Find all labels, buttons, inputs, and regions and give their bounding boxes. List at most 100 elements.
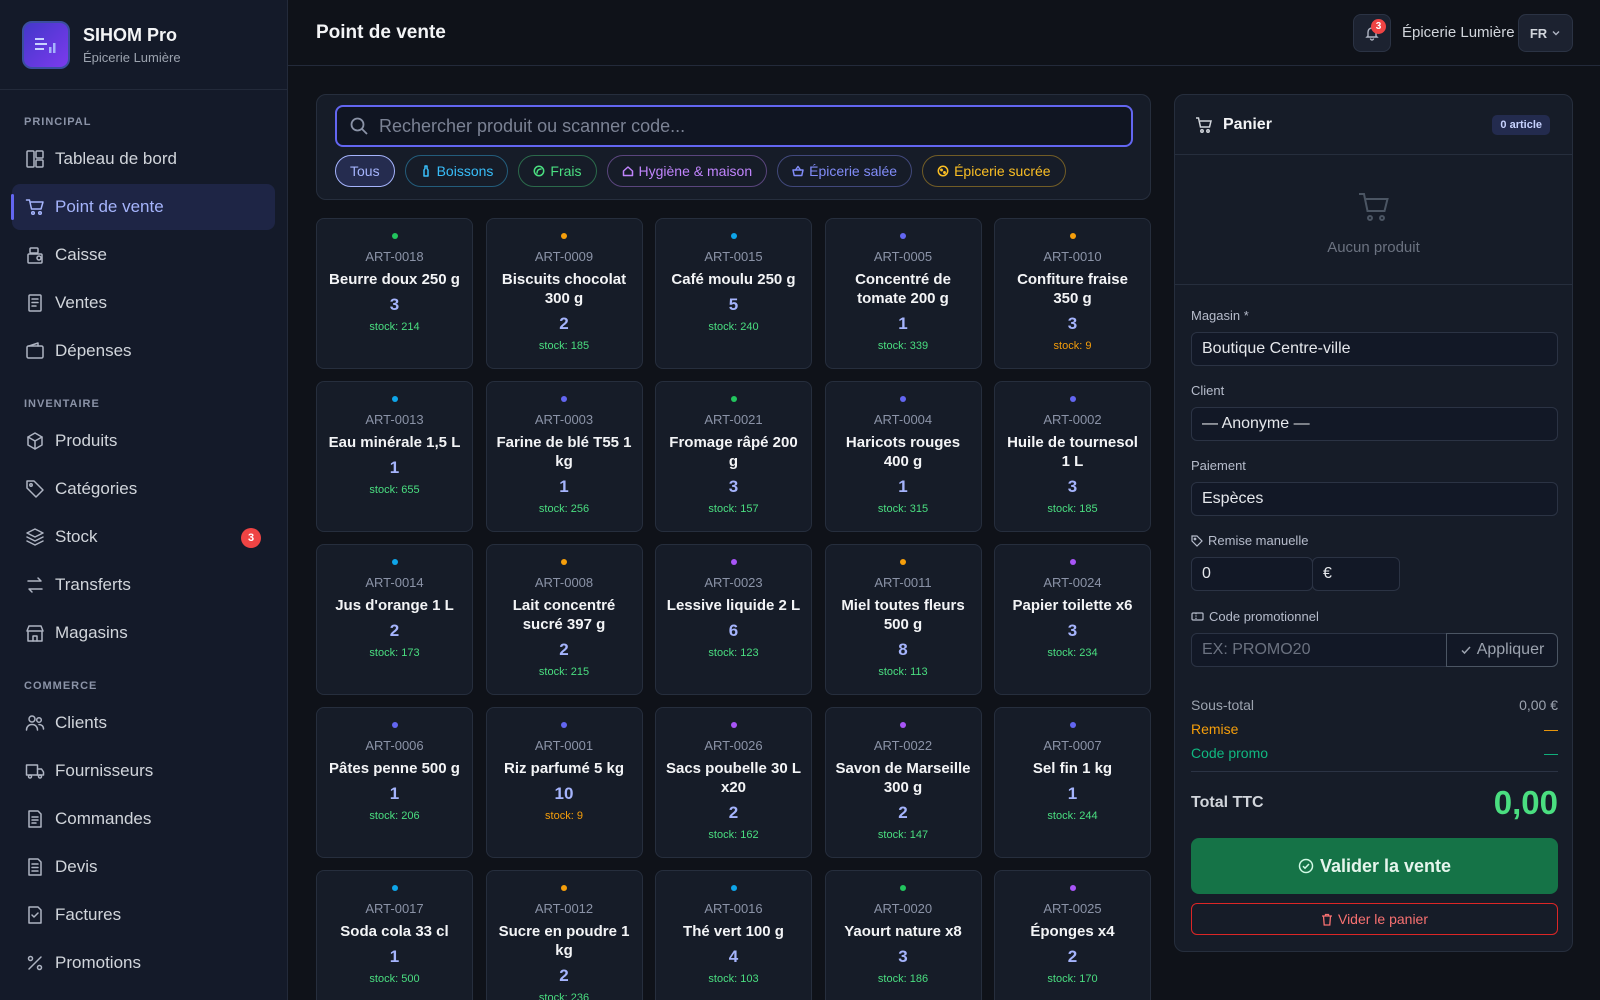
product-card[interactable]: ART-0009 Biscuits chocolat 300 g 2 stock: 1… xyxy=(485,218,643,369)
sidebar-item-factures[interactable]: Factures xyxy=(12,892,275,938)
search-icon xyxy=(349,116,369,136)
discount-input[interactable]: 0 xyxy=(1191,557,1313,591)
product-price: 2 xyxy=(898,803,908,822)
quote-icon xyxy=(25,857,45,877)
sidebar-item-depenses[interactable]: Dépenses xyxy=(12,328,275,374)
sidebar-item-fournisseurs[interactable]: Fournisseurs xyxy=(12,748,275,794)
search-input[interactable] xyxy=(379,115,1119,137)
client-label: Client xyxy=(1191,383,1225,398)
sidebar-item-ventes[interactable]: Ventes xyxy=(12,280,275,326)
product-name: Sacs poubelle 30 L x20 xyxy=(665,760,802,796)
category-chip[interactable]: Tous xyxy=(335,155,395,187)
category-chip[interactable]: Frais xyxy=(518,155,597,187)
sidebar-item-label: Fournisseurs xyxy=(55,761,154,780)
category-dot xyxy=(391,885,398,891)
receipt-icon xyxy=(25,293,45,313)
category-chip[interactable]: Épicerie salée xyxy=(777,155,913,187)
sidebar-item-label: Clients xyxy=(55,713,107,732)
promo-code-input[interactable]: EX: PROMO20 xyxy=(1191,633,1447,667)
product-price: 8 xyxy=(898,640,908,659)
sidebar-item-point-de-vente[interactable]: Point de vente xyxy=(11,184,275,230)
product-card[interactable]: ART-0008 Lait concentré sucré 397 g 2 stock… xyxy=(485,544,643,695)
header-store-name[interactable]: Épicerie Lumière xyxy=(1402,24,1515,41)
product-stock: stock: 9 xyxy=(1053,340,1092,352)
product-card[interactable]: ART-0013 Eau minérale 1,5 L 1 stock: 655 xyxy=(316,381,473,532)
nav-section-title: INVENTAIRE xyxy=(24,398,100,410)
category-dot xyxy=(730,396,737,402)
sidebar-item-stock[interactable]: Stock 3 xyxy=(12,514,275,560)
product-stock: stock: 186 xyxy=(877,973,929,985)
category-chip[interactable]: Épicerie sucrée xyxy=(922,155,1066,187)
discount-unit-select[interactable]: € xyxy=(1312,557,1400,591)
product-card[interactable]: ART-0011 Miel toutes fleurs 500 g 8 stock: … xyxy=(824,544,982,695)
product-card[interactable]: ART-0016 Thé vert 100 g 4 stock: 103 xyxy=(655,870,812,1000)
language-select[interactable]: FR xyxy=(1518,14,1573,52)
sidebar-item-devis[interactable]: Devis xyxy=(12,844,275,890)
product-stock: stock: 113 xyxy=(878,666,928,678)
product-sku: ART-0001 xyxy=(534,738,594,753)
product-card[interactable]: ART-0010 Confiture fraise 350 g 3 stock: 9 xyxy=(994,218,1151,369)
product-card[interactable]: ART-0014 Jus d'orange 1 L 2 stock: 173 xyxy=(316,544,473,695)
product-card[interactable]: ART-0015 Café moulu 250 g 5 stock: 240 xyxy=(655,218,812,369)
product-card[interactable]: ART-0012 Sucre en poudre 1 kg 2 stock: 236 xyxy=(485,870,643,1000)
product-card[interactable]: ART-0021 Fromage râpé 200 g 3 stock: 157 xyxy=(655,381,812,532)
validate-sale-button[interactable]: Valider la vente xyxy=(1191,838,1558,894)
category-chip-label: Épicerie salée xyxy=(809,163,898,179)
category-dot xyxy=(391,396,398,402)
product-card[interactable]: ART-0024 Papier toilette x6 3 stock: 234 xyxy=(994,544,1151,695)
product-stock: stock: 256 xyxy=(538,503,590,515)
product-sku: ART-0011 xyxy=(874,575,932,590)
chevron-down-icon xyxy=(1551,28,1561,38)
product-card[interactable]: ART-0025 Éponges x4 2 stock: 170 xyxy=(994,870,1151,1000)
wallet-icon xyxy=(25,341,45,361)
sidebar-item-transferts[interactable]: Transferts xyxy=(12,562,275,608)
product-price: 4 xyxy=(728,947,739,966)
product-card[interactable]: ART-0023 Lessive liquide 2 L 6 stock: 123 xyxy=(655,544,812,695)
remise-value: — xyxy=(1544,721,1558,737)
sidebar-item-caisse[interactable]: Caisse xyxy=(12,232,275,278)
category-dot xyxy=(1069,559,1076,565)
cart-empty-text: Aucun produit xyxy=(1327,239,1420,256)
sidebar-item-label: Factures xyxy=(55,905,122,924)
category-chip[interactable]: Hygiène & maison xyxy=(606,155,768,187)
product-card[interactable]: ART-0020 Yaourt nature x8 3 stock: 186 xyxy=(824,870,982,1000)
app-logo-icon[interactable] xyxy=(22,20,70,69)
sidebar-item-magasins[interactable]: Magasins xyxy=(12,610,275,656)
payment-select[interactable]: Espèces xyxy=(1191,482,1558,516)
product-card[interactable]: ART-0006 Pâtes penne 500 g 1 stock: 206 xyxy=(316,707,473,858)
product-card[interactable]: ART-0002 Huile de tournesol 1 L 3 stock: 18… xyxy=(994,381,1151,532)
dashboard-icon xyxy=(25,149,45,169)
sidebar-item-commandes[interactable]: Commandes xyxy=(12,796,275,842)
notifications-button[interactable]: 3 xyxy=(1353,14,1391,52)
product-card[interactable]: ART-0005 Concentré de tomate 200 g 1 stock:… xyxy=(824,218,982,369)
clear-cart-button[interactable]: Vider le panier xyxy=(1191,903,1558,935)
search-box[interactable] xyxy=(335,105,1133,147)
product-price: 3 xyxy=(1067,477,1078,496)
category-dot xyxy=(1069,722,1076,728)
tag-icon xyxy=(1191,534,1203,547)
product-card[interactable]: ART-0007 Sel fin 1 kg 1 stock: 244 xyxy=(994,707,1151,858)
apply-promo-button[interactable]: Appliquer xyxy=(1446,633,1558,667)
category-chip[interactable]: Boissons xyxy=(404,155,509,187)
product-name: Confiture fraise 350 g xyxy=(1017,271,1128,307)
product-sku: ART-0006 xyxy=(365,738,424,753)
sidebar-item-promotions[interactable]: Promotions xyxy=(12,940,275,986)
product-card[interactable]: ART-0017 Soda cola 33 cl 1 stock: 500 xyxy=(316,870,473,1000)
sidebar-item-tableau-de-bord[interactable]: Tableau de bord xyxy=(12,136,275,182)
product-stock: stock: 214 xyxy=(369,321,420,333)
product-card[interactable]: ART-0004 Haricots rouges 400 g 1 stock: 315 xyxy=(824,381,982,532)
sidebar-item-clients[interactable]: Clients xyxy=(12,700,275,746)
product-card[interactable]: ART-0026 Sacs poubelle 30 L x20 2 stock: 16… xyxy=(655,707,812,858)
cash-register-icon xyxy=(25,245,45,265)
sidebar-item-label: Stock xyxy=(55,527,98,546)
store-select[interactable]: Boutique Centre-ville xyxy=(1191,332,1558,366)
sidebar-item-produits[interactable]: Produits xyxy=(12,418,275,464)
product-name: Haricots rouges 400 g xyxy=(845,434,961,470)
product-card[interactable]: ART-0001 Riz parfumé 5 kg 10 stock: 9 xyxy=(485,707,643,858)
product-card[interactable]: ART-0003 Farine de blé T55 1 kg 1 stock: 25… xyxy=(485,381,643,532)
sidebar-item-categories[interactable]: Catégories xyxy=(12,466,275,512)
product-card[interactable]: ART-0022 Savon de Marseille 300 g 2 stock: … xyxy=(824,707,982,858)
product-sku: ART-0024 xyxy=(1043,575,1102,590)
client-select[interactable]: — Anonyme — xyxy=(1191,407,1558,441)
product-card[interactable]: ART-0018 Beurre doux 250 g 3 stock: 214 xyxy=(316,218,473,369)
